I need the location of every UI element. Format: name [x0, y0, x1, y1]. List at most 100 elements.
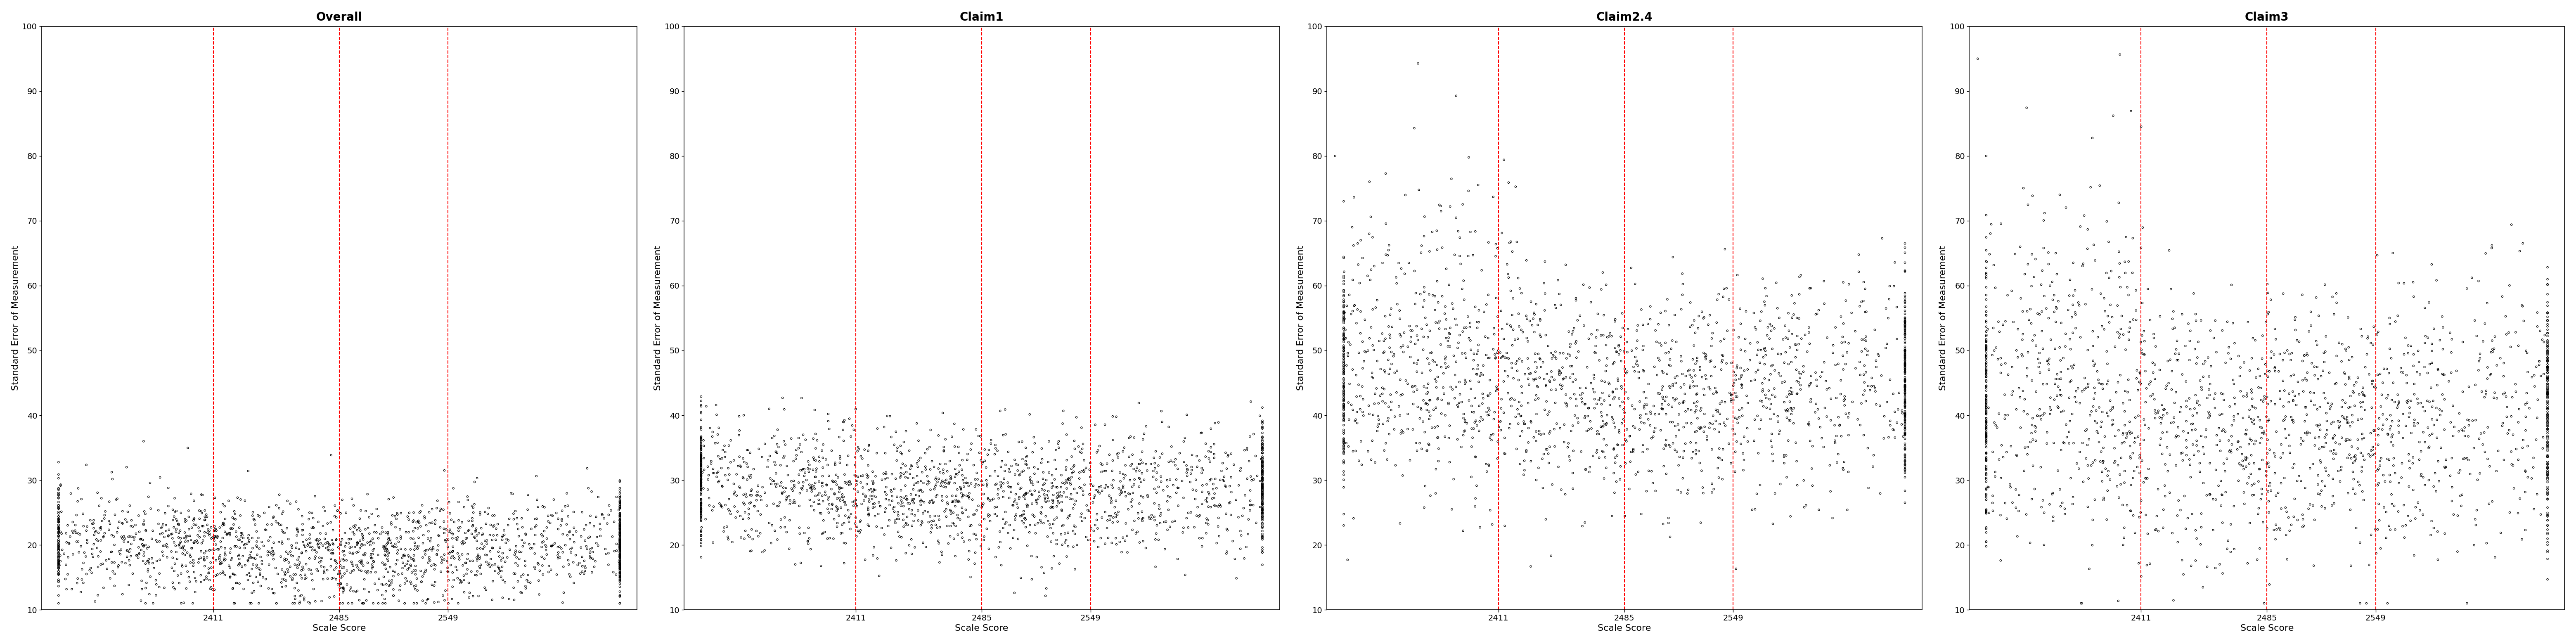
- Point: [204, 518, 245, 528]
- Point: [1048, 527, 1090, 538]
- Point: [1783, 361, 1824, 372]
- Point: [2063, 373, 2105, 383]
- Point: [2048, 364, 2089, 374]
- Point: [2476, 552, 2517, 562]
- Point: [989, 481, 1030, 491]
- Point: [2254, 324, 2295, 334]
- Point: [1672, 320, 1713, 330]
- Point: [2329, 505, 2370, 515]
- Point: [1051, 464, 1092, 474]
- Point: [2079, 402, 2120, 413]
- Point: [1759, 429, 1801, 439]
- Point: [1025, 475, 1066, 485]
- Point: [495, 545, 536, 556]
- Point: [1965, 495, 2007, 505]
- Point: [600, 515, 641, 526]
- Point: [1886, 319, 1927, 330]
- Point: [2527, 547, 2568, 557]
- Point: [2179, 431, 2221, 441]
- Point: [729, 497, 770, 507]
- Point: [505, 556, 546, 566]
- Point: [1103, 446, 1144, 457]
- Point: [1690, 355, 1731, 366]
- Point: [1886, 243, 1927, 253]
- Point: [2527, 395, 2568, 406]
- Point: [1886, 418, 1927, 428]
- Point: [2043, 353, 2084, 363]
- Point: [2269, 412, 2311, 422]
- Point: [881, 463, 922, 473]
- Point: [376, 555, 417, 565]
- Point: [2102, 540, 2143, 550]
- Point: [1965, 431, 2007, 441]
- Point: [1886, 356, 1927, 366]
- Point: [837, 479, 878, 489]
- Point: [1164, 436, 1206, 446]
- Point: [1965, 402, 2007, 413]
- Point: [1682, 488, 1723, 498]
- Point: [1886, 459, 1927, 469]
- Point: [976, 552, 1018, 562]
- Point: [806, 460, 848, 470]
- Point: [979, 526, 1020, 536]
- Point: [39, 545, 80, 555]
- Point: [392, 516, 433, 527]
- Point: [997, 498, 1038, 509]
- Point: [278, 527, 319, 537]
- Point: [1188, 453, 1229, 464]
- Point: [1412, 422, 1453, 433]
- Point: [1077, 524, 1118, 534]
- Point: [2241, 422, 2282, 433]
- Point: [216, 578, 258, 588]
- Point: [433, 546, 474, 556]
- Point: [1492, 358, 1533, 368]
- Point: [139, 518, 180, 529]
- Point: [2527, 459, 2568, 469]
- Point: [1324, 364, 1365, 374]
- Point: [204, 567, 245, 577]
- Point: [2527, 368, 2568, 378]
- Point: [1468, 237, 1510, 247]
- Point: [1558, 346, 1600, 357]
- Point: [1844, 336, 1886, 346]
- Point: [2354, 426, 2396, 436]
- Point: [1337, 238, 1378, 249]
- Point: [600, 546, 641, 556]
- Point: [2161, 309, 2202, 319]
- Point: [914, 491, 956, 502]
- Point: [2285, 374, 2326, 384]
- Point: [600, 511, 641, 521]
- Point: [2491, 220, 2532, 230]
- Point: [1028, 531, 1069, 542]
- Point: [1824, 395, 1865, 406]
- Point: [242, 541, 283, 551]
- Point: [1741, 274, 1783, 284]
- Point: [2228, 365, 2269, 375]
- Point: [1674, 398, 1716, 408]
- Point: [1347, 270, 1388, 281]
- Point: [1592, 394, 1633, 404]
- Point: [1965, 330, 2007, 340]
- Point: [1054, 499, 1095, 509]
- Point: [600, 513, 641, 523]
- Point: [1564, 321, 1605, 331]
- Point: [541, 514, 582, 524]
- Point: [1242, 479, 1283, 489]
- Point: [2079, 180, 2120, 191]
- Point: [600, 557, 641, 567]
- Point: [2107, 500, 2148, 510]
- Point: [188, 567, 229, 578]
- Point: [1886, 316, 1927, 327]
- Point: [39, 536, 80, 546]
- Point: [2087, 466, 2128, 477]
- Point: [129, 542, 170, 552]
- Point: [2105, 345, 2146, 355]
- Point: [680, 469, 721, 479]
- Point: [773, 498, 814, 508]
- Point: [680, 480, 721, 491]
- Point: [853, 502, 894, 513]
- Point: [1365, 367, 1406, 377]
- Point: [1842, 277, 1883, 287]
- Point: [1770, 511, 1811, 522]
- Point: [1242, 514, 1283, 524]
